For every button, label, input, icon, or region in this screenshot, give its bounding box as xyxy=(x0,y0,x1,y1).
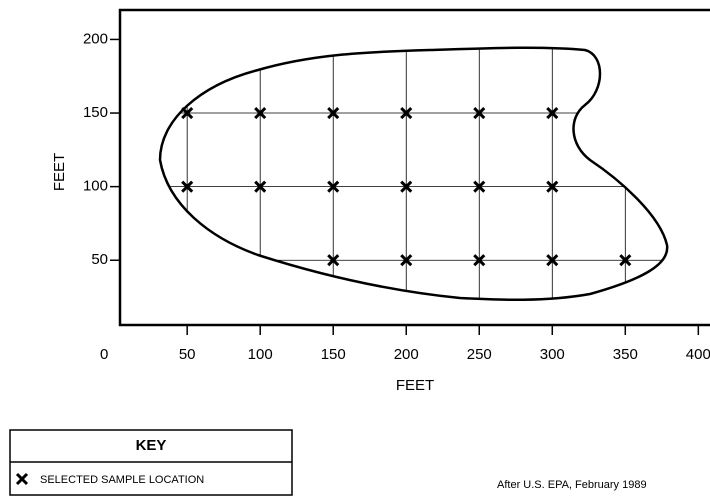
sample-marker xyxy=(546,106,559,120)
y-tick-label: 50 xyxy=(91,251,108,268)
x-tick-label: 50 xyxy=(179,346,196,363)
legend-entry: SELECTED SAMPLE LOCATION xyxy=(40,474,204,486)
x-tick-label: 350 xyxy=(613,346,638,363)
sample-marker xyxy=(181,180,194,193)
sample-marker xyxy=(619,254,632,267)
x-tick-label: 100 xyxy=(248,346,273,363)
sample-marker xyxy=(400,106,413,120)
sample-marker xyxy=(327,254,340,267)
key-marker xyxy=(15,472,29,486)
sample-marker xyxy=(400,254,413,267)
x-tick-label: 400 xyxy=(686,346,710,363)
sample-marker xyxy=(473,254,486,267)
sample-marker xyxy=(473,106,486,120)
x-tick-label: 250 xyxy=(467,346,492,363)
sample-marker xyxy=(254,180,267,193)
sample-marker xyxy=(254,106,267,120)
x-axis-label: FEET xyxy=(396,377,434,394)
key-title: KEY xyxy=(136,437,167,454)
sample-marker xyxy=(327,180,340,193)
site-boundary xyxy=(158,46,669,302)
y-tick-label: 150 xyxy=(83,104,108,121)
x-tick-label: 0 xyxy=(100,346,108,363)
annotation: After U.S. EPA, February 1989 xyxy=(497,479,647,491)
x-tick-label: 300 xyxy=(540,346,565,363)
y-axis-label: FEET xyxy=(51,153,68,191)
sample-marker xyxy=(327,106,340,120)
y-tick-label: 100 xyxy=(83,178,108,195)
sample-marker xyxy=(473,180,486,193)
sample-marker xyxy=(181,106,194,120)
sample-marker xyxy=(400,180,413,193)
sample-marker xyxy=(546,254,559,267)
y-tick-label: 200 xyxy=(83,30,108,47)
sample-marker xyxy=(546,180,559,193)
x-tick-label: 200 xyxy=(394,346,419,363)
grid xyxy=(160,47,668,300)
plot-frame xyxy=(118,8,710,327)
x-tick-label: 150 xyxy=(321,346,346,363)
